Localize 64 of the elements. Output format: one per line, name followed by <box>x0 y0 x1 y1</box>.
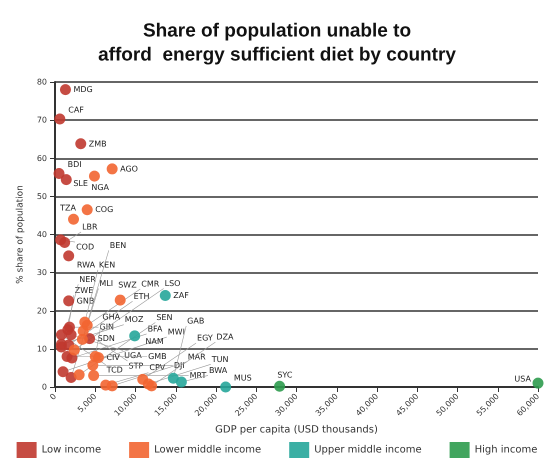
annotation: GMB <box>148 352 167 361</box>
y-tick-label: 70 <box>36 116 47 125</box>
annotation: MUS <box>234 373 252 382</box>
annotation: NGA <box>91 182 110 192</box>
annotation: BFA <box>148 324 163 334</box>
annotation: TZA <box>59 203 77 212</box>
y-tick-label: 20 <box>36 306 47 316</box>
annotation: TUN <box>210 354 229 364</box>
chart-title: Share of population unable to afford energy sufficient diet by country <box>98 20 456 66</box>
annotation: GIN <box>99 322 114 332</box>
annotation: BWA <box>209 366 228 375</box>
annotation: GAB <box>187 316 204 326</box>
annotation: NER <box>79 274 96 284</box>
legend-label: Upper middle income <box>314 444 422 456</box>
annotation: ZWE <box>74 286 94 295</box>
annotation: DJI <box>174 360 185 370</box>
annotation: SDN <box>98 334 115 344</box>
annotation: MWI <box>168 328 185 337</box>
annotation: COD <box>76 242 94 252</box>
annotation: SEN <box>156 312 172 322</box>
annotation: NAM <box>145 336 164 346</box>
annotation: DZA <box>216 332 234 342</box>
annotation: RWA <box>76 260 96 270</box>
x-axis-title: GDP per capita (USD thousands) <box>215 424 378 436</box>
annotation: MRT <box>190 371 207 380</box>
annotation: KEN <box>98 260 116 270</box>
annotation: MDG <box>73 85 93 94</box>
legend-label: High income <box>474 444 538 456</box>
annotation: ZAF <box>173 291 190 300</box>
annotation: CMR <box>141 279 160 288</box>
y-tick-label: 0 <box>42 382 47 392</box>
annotation: LSO <box>164 278 180 288</box>
legend-label: Lower middle income <box>154 444 262 456</box>
y-tick-label: 50 <box>36 192 47 201</box>
y-tick-label: 40 <box>36 230 47 239</box>
annotation: GNB <box>76 296 94 306</box>
y-axis-title: % share of population <box>16 185 26 284</box>
annotation: TCD <box>106 365 123 374</box>
annotation: USA <box>514 374 532 384</box>
annotation: MLI <box>99 279 114 288</box>
annotation: EGY <box>197 334 213 343</box>
y-tick-label: 30 <box>36 268 47 278</box>
x-tick-label: 0 <box>48 392 58 402</box>
annotation: SLE <box>73 179 88 188</box>
annotation: MAR <box>188 352 206 362</box>
y-tick-label: 10 <box>36 344 47 354</box>
y-tick-label: 80 <box>36 78 47 86</box>
legend-label: Low income <box>42 444 102 456</box>
annotation: ETH <box>134 292 150 301</box>
annotation: SYC <box>277 370 293 380</box>
annotation: ZMB <box>88 139 107 148</box>
annotation: UGA <box>124 351 142 360</box>
annotation: GHA <box>102 312 121 322</box>
annotation: MOZ <box>124 315 144 324</box>
annotation: BDI <box>68 160 82 169</box>
annotation: AGO <box>120 164 138 174</box>
annotation: CPV <box>149 363 166 372</box>
y-tick-label: 60 <box>36 154 47 163</box>
annotation: LBR <box>82 222 98 232</box>
annotation: BEN <box>110 240 126 250</box>
annotation: CIV <box>106 353 120 362</box>
annotation: CAF <box>68 105 84 114</box>
annotation: COG <box>95 205 114 214</box>
annotation: SWZ <box>118 280 138 290</box>
